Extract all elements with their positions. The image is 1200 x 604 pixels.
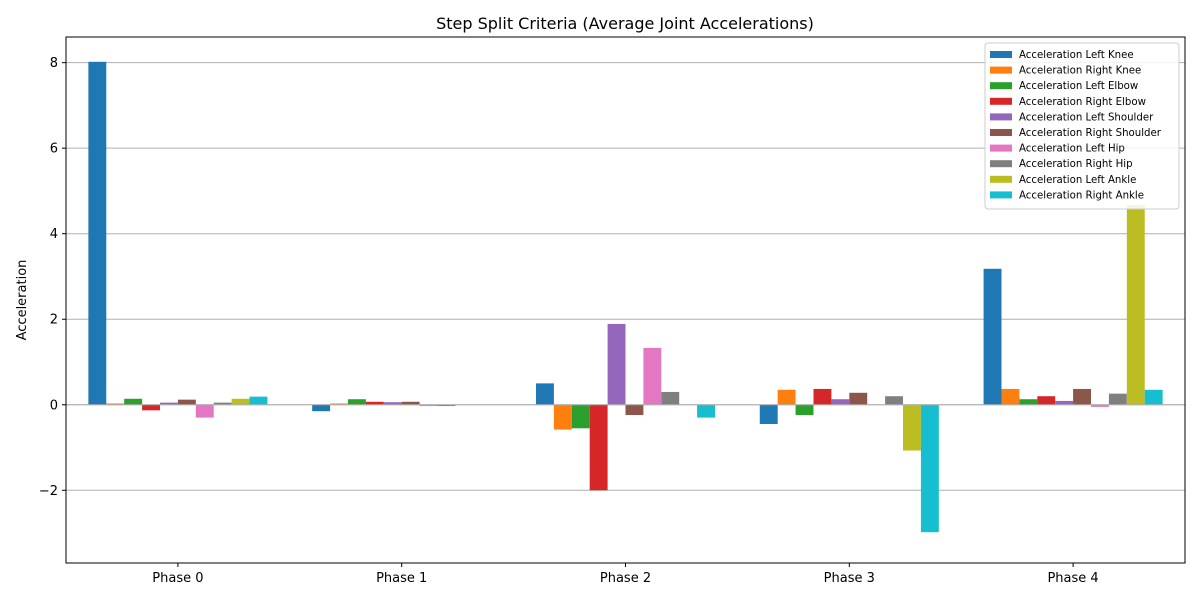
bar-acceleration-left-hip-phase-4 (1091, 404, 1109, 407)
legend-swatch (990, 144, 1012, 152)
bar-acceleration-right-elbow-phase-2 (589, 404, 608, 491)
bar-acceleration-left-shoulder-phase-4 (1055, 400, 1074, 405)
bar-acceleration-left-knee-phase-2 (535, 383, 554, 405)
legend-swatch (990, 160, 1012, 168)
bar-acceleration-left-ankle-phase-3 (903, 404, 921, 451)
y-tick-label: 2 (50, 313, 58, 328)
bar-acceleration-right-ankle-phase-0 (249, 396, 268, 405)
bar-acceleration-right-elbow-phase-4 (1037, 396, 1056, 405)
legend-label: Acceleration Left Shoulder (1019, 112, 1154, 123)
bar-acceleration-right-elbow-phase-3 (813, 388, 832, 405)
bar-acceleration-left-shoulder-phase-0 (159, 402, 178, 405)
bar-acceleration-right-hip-phase-4 (1108, 393, 1127, 405)
legend-swatch (990, 66, 1012, 74)
bar-acceleration-right-hip-phase-0 (213, 402, 232, 405)
bar-acceleration-left-ankle-phase-4 (1126, 205, 1145, 405)
bar-acceleration-left-hip-phase-1 (419, 404, 438, 407)
legend-label: Acceleration Right Hip (1019, 159, 1133, 170)
bar-acceleration-left-ankle-phase-0 (231, 398, 250, 405)
bar-acceleration-left-elbow-phase-3 (795, 404, 814, 416)
bar-acceleration-right-knee-phase-1 (330, 403, 348, 405)
legend-label: Acceleration Right Elbow (1019, 97, 1146, 108)
bar-acceleration-left-knee-phase-3 (759, 404, 778, 425)
bar-acceleration-left-elbow-phase-4 (1019, 399, 1038, 405)
bar-acceleration-right-shoulder-phase-1 (401, 401, 420, 405)
bar-acceleration-left-elbow-phase-1 (347, 399, 366, 405)
y-tick-label: 8 (50, 56, 58, 71)
y-tick-label: 0 (50, 398, 58, 413)
bar-acceleration-left-shoulder-phase-1 (383, 402, 402, 405)
bar-acceleration-right-ankle-phase-3 (920, 404, 939, 533)
legend-swatch (990, 191, 1012, 199)
legend-box (984, 42, 1180, 210)
legend-label: Acceleration Left Knee (1019, 50, 1134, 61)
y-tick-label: −2 (39, 484, 58, 499)
legend-label: Acceleration Left Elbow (1019, 81, 1138, 92)
bar-acceleration-right-shoulder-phase-4 (1073, 388, 1092, 405)
bar-acceleration-right-knee-phase-0 (106, 403, 125, 405)
bar-acceleration-left-hip-phase-0 (195, 404, 214, 418)
bar-acceleration-left-elbow-phase-2 (571, 404, 590, 429)
bar-acceleration-right-knee-phase-2 (553, 404, 572, 430)
bars (88, 61, 1163, 533)
axis-ticks: −2 0 2 4 6 8 Phase 0 Phase 1 Phase 2 Phase 3 Phase… (39, 56, 1099, 586)
bar-acceleration-right-ankle-phase-2 (697, 404, 716, 418)
bar-acceleration-right-shoulder-phase-3 (849, 392, 868, 405)
bar-acceleration-left-hip-phase-2 (643, 347, 662, 405)
x-tick-label: Phase 0 (152, 571, 203, 586)
bar-acceleration-right-shoulder-phase-0 (177, 399, 196, 405)
bar-acceleration-left-knee-phase-1 (312, 404, 331, 412)
legend-label: Acceleration Right Knee (1019, 66, 1141, 77)
legend-swatch (990, 97, 1012, 105)
legend-swatch (990, 51, 1012, 58)
y-tick-label: 6 (50, 142, 58, 157)
bar-acceleration-right-ankle-phase-4 (1144, 389, 1163, 405)
x-tick-label: Phase 1 (376, 571, 427, 586)
bar-acceleration-right-elbow-phase-0 (142, 404, 160, 411)
legend-label: Acceleration Left Ankle (1019, 175, 1136, 186)
legend-swatch (990, 82, 1012, 90)
bar-acceleration-left-knee-phase-4 (983, 268, 1002, 405)
y-axis-label: Acceleration (15, 260, 30, 341)
legend-swatch (990, 175, 1012, 183)
bar-acceleration-left-elbow-phase-0 (124, 398, 143, 405)
bar-acceleration-right-hip-phase-2 (661, 391, 680, 405)
bar-acceleration-left-shoulder-phase-3 (831, 399, 850, 405)
chart-title: Step Split Criteria (Average Joint Accel… (436, 14, 814, 33)
legend-label: Acceleration Left Hip (1019, 144, 1125, 155)
x-tick-label: Phase 4 (1047, 571, 1098, 586)
bar-acceleration-right-hip-phase-3 (885, 396, 904, 405)
x-tick-label: Phase 3 (824, 571, 875, 586)
bar-acceleration-left-shoulder-phase-2 (607, 323, 626, 405)
legend-swatch (990, 113, 1012, 121)
legend: Acceleration Left Knee Acceleration Right… (984, 42, 1180, 210)
legend-swatch (990, 129, 1012, 136)
legend-label: Acceleration Right Ankle (1019, 190, 1144, 201)
legend-label: Acceleration Right Shoulder (1019, 128, 1162, 139)
bar-acceleration-left-knee-phase-0 (88, 61, 107, 405)
bar-acceleration-right-knee-phase-3 (777, 389, 796, 405)
bar-acceleration-right-hip-phase-1 (437, 404, 456, 407)
x-tick-label: Phase 2 (600, 571, 651, 586)
bar-acceleration-right-shoulder-phase-2 (625, 404, 644, 416)
y-tick-label: 4 (50, 227, 58, 242)
bar-acceleration-right-elbow-phase-1 (365, 401, 384, 405)
bar-acceleration-right-knee-phase-4 (1001, 388, 1020, 405)
